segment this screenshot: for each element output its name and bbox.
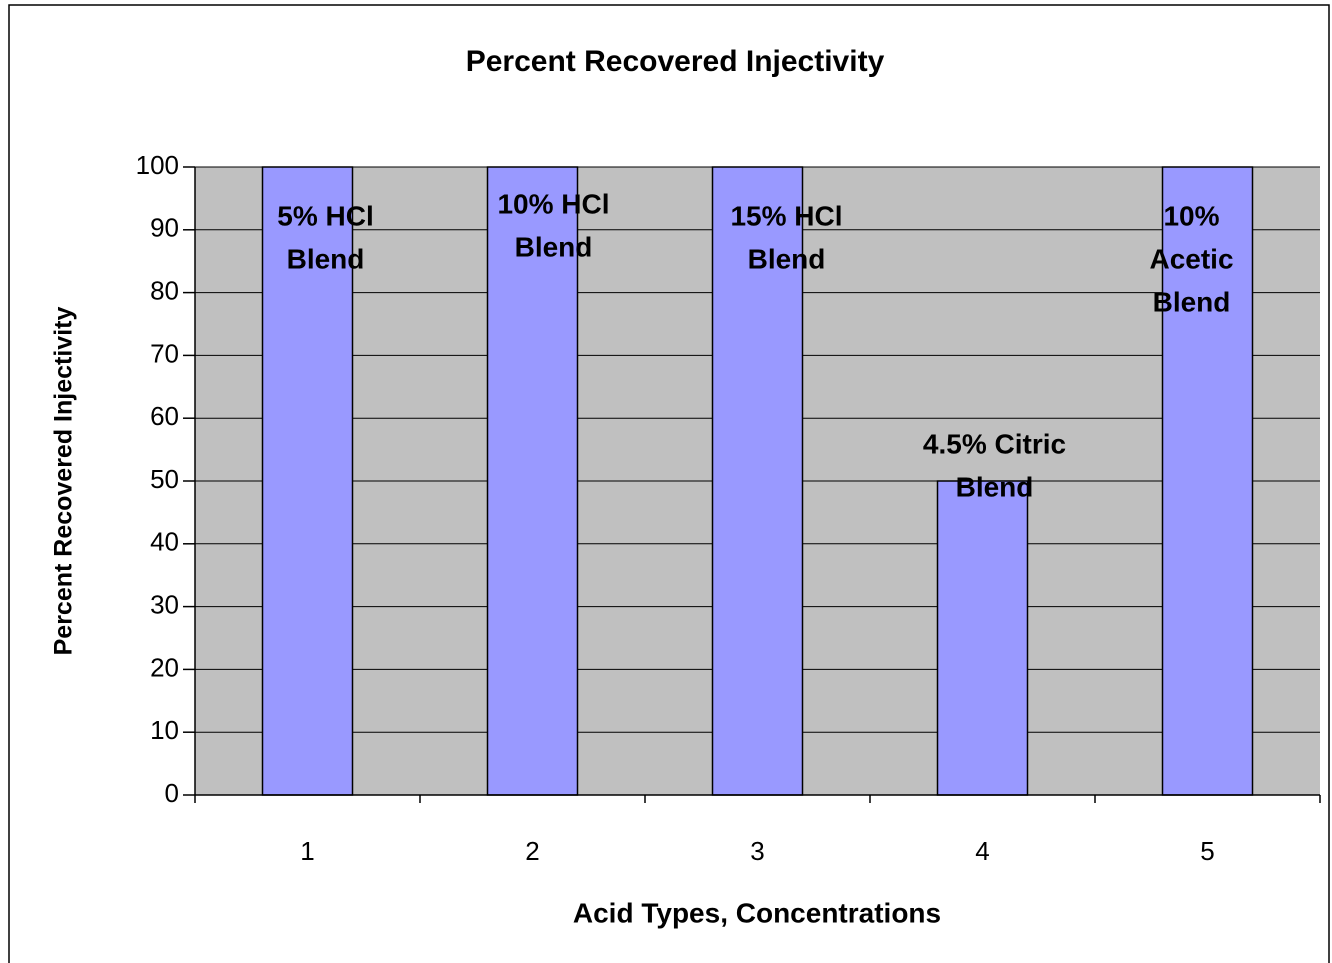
bar bbox=[261, 166, 354, 796]
x-axis-title: Acid Types, Concentrations bbox=[573, 897, 941, 928]
bar-annotation: 4.5% Citric bbox=[923, 428, 1066, 459]
chart-title: Percent Recovered Injectivity bbox=[466, 45, 885, 78]
bar bbox=[1161, 166, 1254, 796]
bar bbox=[486, 166, 579, 796]
y-tick-label: 0 bbox=[165, 778, 179, 808]
x-tick-label: 1 bbox=[300, 836, 314, 866]
y-axis-title: Percent Recovered Injectivity bbox=[50, 307, 78, 656]
y-tick-label: 90 bbox=[150, 213, 179, 243]
y-tick-label: 10 bbox=[150, 715, 179, 745]
y-tick-label: 70 bbox=[150, 338, 179, 368]
y-tick-label: 100 bbox=[136, 150, 179, 180]
y-tick-label: 50 bbox=[150, 464, 179, 494]
x-tick-label: 4 bbox=[975, 836, 989, 866]
bar-annotation: 10% HCl bbox=[497, 188, 609, 219]
y-tick-label: 30 bbox=[150, 589, 179, 619]
bar-annotation: 5% HCl bbox=[277, 200, 373, 231]
bar-annotation: Blend bbox=[956, 471, 1034, 502]
y-tick-label: 40 bbox=[150, 527, 179, 557]
bar bbox=[711, 166, 804, 796]
bar-annotation: Blend bbox=[515, 231, 593, 262]
bar-annotation: Blend bbox=[748, 243, 826, 274]
bar-annotation: Blend bbox=[287, 243, 365, 274]
x-tick-label: 2 bbox=[525, 836, 539, 866]
y-tick-label: 60 bbox=[150, 401, 179, 431]
bar-annotation: Blend bbox=[1153, 286, 1231, 317]
y-tick-label: 80 bbox=[150, 275, 179, 305]
bar-annotation: Acetic bbox=[1149, 243, 1233, 274]
bar-annotation: 10% bbox=[1163, 200, 1219, 231]
bar bbox=[936, 480, 1029, 796]
bar-annotation: 15% HCl bbox=[730, 200, 842, 231]
x-tick-label: 3 bbox=[750, 836, 764, 866]
x-tick-label: 5 bbox=[1200, 836, 1214, 866]
y-tick-label: 20 bbox=[150, 652, 179, 682]
